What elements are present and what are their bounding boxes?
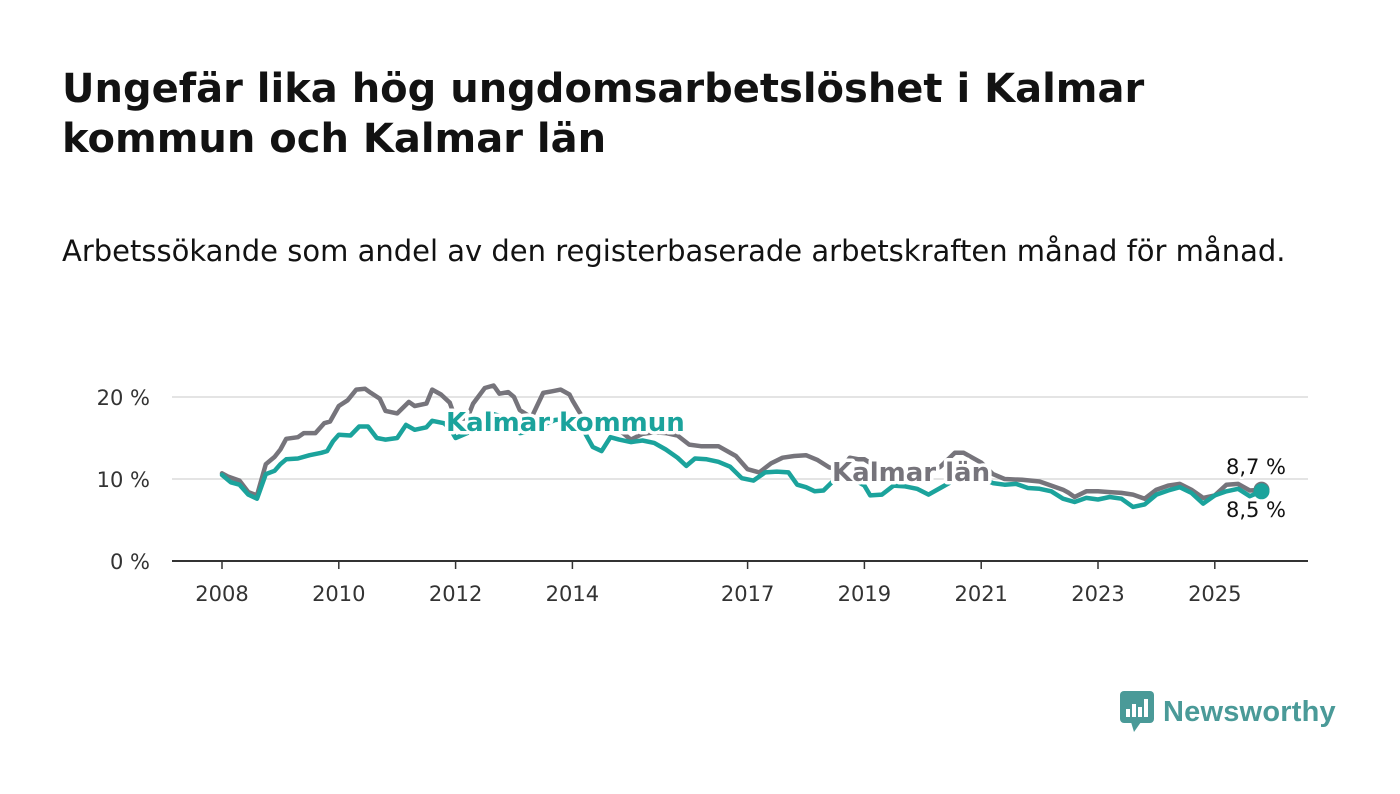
chart-subtitle: Arbetssökande som andel av den registerb… [62,234,1286,268]
y-axis: 0 % 10 % 20 % [97,386,150,574]
x-tick-label: 2021 [954,582,1007,606]
x-tick-label: 2025 [1188,582,1241,606]
newsworthy-logo-text: Newsworthy [1163,695,1336,728]
newsworthy-logo[interactable]: Newsworthy [1119,690,1336,734]
y-tick-label: 10 % [97,468,150,492]
series-lines [219,383,1270,510]
gridlines [172,396,1308,480]
y-tick-label: 20 % [97,386,150,410]
x-tick-label: 2017 [721,582,774,606]
x-axis: 2008 2010 2012 2014 2017 2019 2021 2023 2025 [172,560,1308,606]
x-tick-label: 2008 [195,582,248,606]
x-tick-label: 2010 [312,582,365,606]
series-end-point-1 [1253,483,1270,500]
x-tick-label: 2012 [429,582,482,606]
end-value-label-1: 8,5 % [1226,498,1286,522]
x-tick-label: 2019 [838,582,891,606]
newsworthy-logo-icon [1120,691,1154,732]
series-line-1 [219,411,1264,510]
x-tick-label: 2023 [1071,582,1124,606]
series-line-0 [219,383,1264,501]
chart-title: Ungefär lika hög ungdomsarbetslöshet i K… [62,66,1145,162]
x-tick-label: 2014 [546,582,599,606]
series-label-1: Kalmar kommun [446,408,685,438]
series-labels: Kalmar kommun Kalmar län 8,7 % 8,5 % [443,405,1289,525]
y-tick-label: 0 % [110,550,150,574]
end-value-label-0: 8,7 % [1226,455,1286,479]
series-label-0: Kalmar län [832,458,990,488]
